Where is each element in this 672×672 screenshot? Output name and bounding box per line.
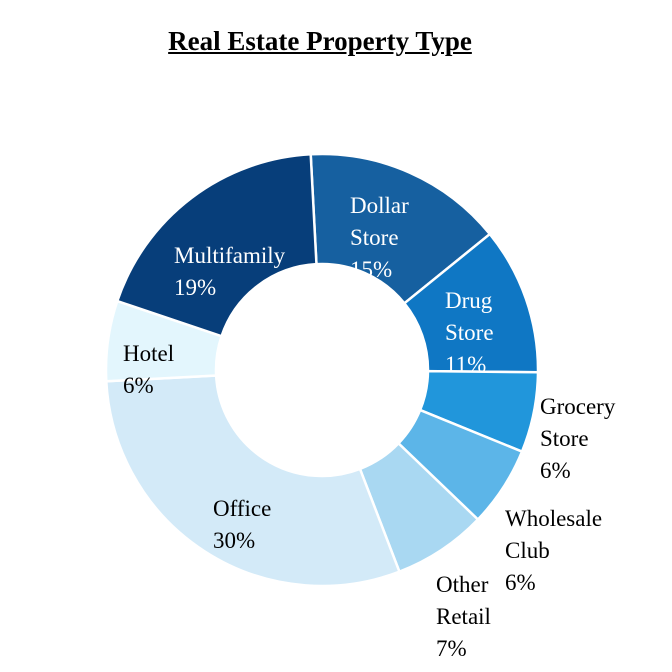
data-label-office: Office 30% [213,496,271,553]
data-label-multifamily: Multifamily 19% [174,243,286,300]
data-label-grocery-store: Grocery Store 6% [540,394,616,483]
slice-office [104,374,402,588]
data-label-drug-store: Drug Store 11% [445,288,494,377]
data-label-other-retail: Other Retail 7% [436,572,491,661]
chart-title: Real Estate Property Type [168,26,472,56]
data-label-wholesale-club: Wholesale Club 6% [505,506,602,595]
data-label-dollar-store: Dollar Store 15% [350,193,409,282]
slice-dollar-store [309,152,492,306]
slice-multifamily [115,152,318,338]
data-label-hotel: Hotel 6% [123,341,174,398]
